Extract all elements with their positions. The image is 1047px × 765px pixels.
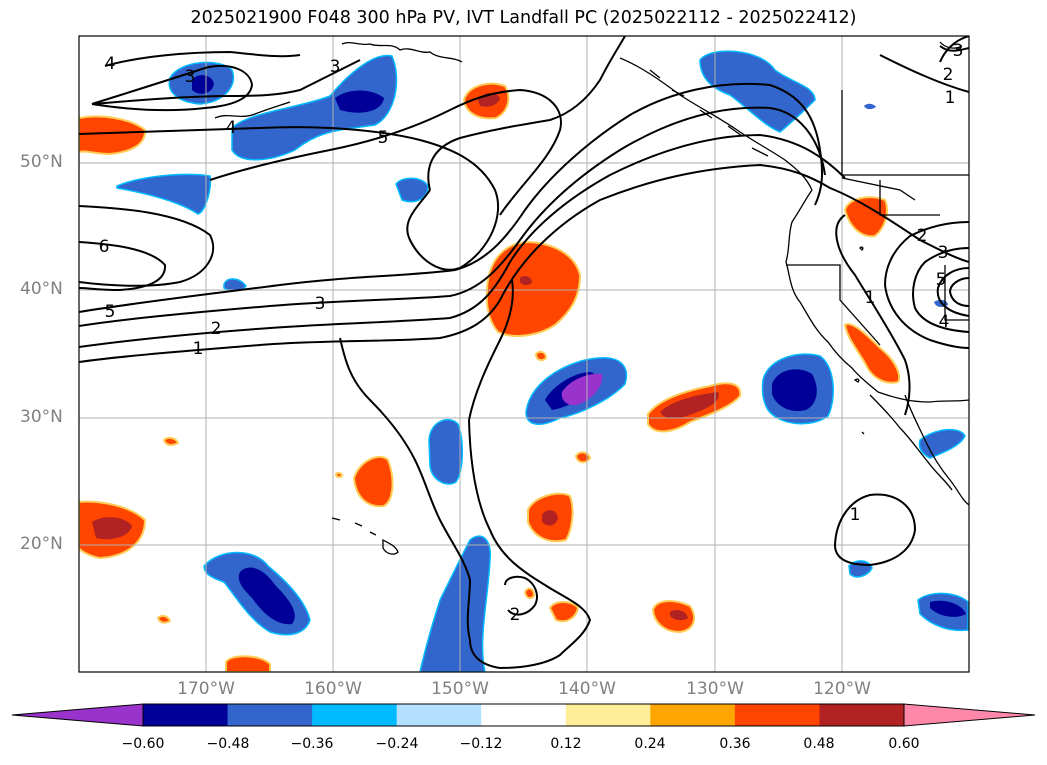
contour-label: 5 <box>105 302 116 322</box>
contour-label: 3 <box>953 41 964 61</box>
lon-label-130w: 130°W <box>686 679 744 699</box>
contour-label: 1 <box>850 505 861 525</box>
colorbar-cell <box>481 704 567 726</box>
contour-label: 2 <box>917 226 928 246</box>
lon-label-150w: 150°W <box>431 679 489 699</box>
contour-label: 1 <box>865 288 876 308</box>
map-title: 2025021900 F048 300 hPa PV, IVT Landfall… <box>190 8 857 28</box>
contour-label: 6 <box>99 237 110 257</box>
contour-label: 3 <box>938 243 949 263</box>
colorbar-tick: −0.36 <box>290 736 334 752</box>
lon-label-160w: 160°W <box>304 679 362 699</box>
contour-label: 3 <box>315 294 326 314</box>
colorbar-cell <box>819 704 905 726</box>
pv-contours <box>79 36 969 670</box>
colorbar <box>11 703 1036 727</box>
lat-label-20n: 20°N <box>20 534 63 554</box>
map-frame <box>78 35 970 673</box>
colorbar-cell <box>143 704 229 726</box>
colorbar-tick: 0.36 <box>719 736 751 752</box>
colorbar-tick: 0.48 <box>803 736 835 752</box>
lat-label-50n: 50°N <box>20 152 63 172</box>
contour-label: 3 <box>330 57 341 77</box>
lon-label-120w: 120°W <box>813 679 871 699</box>
contour-label: 4 <box>939 312 950 332</box>
colorbar-tick: −0.60 <box>121 736 165 752</box>
colorbar-extend-low <box>11 703 144 727</box>
colorbar-cell <box>650 704 736 726</box>
contour-labels: 4 3 4 3 5 6 5 3 2 1 2 1 3 2 3 5 4 1 1 2 <box>99 41 964 625</box>
contour-label: 5 <box>378 128 389 148</box>
contour-label: 4 <box>226 118 237 138</box>
lon-label-170w: 170°W <box>177 679 235 699</box>
contour-label: 1 <box>945 88 956 108</box>
contour-label: 2 <box>211 319 222 339</box>
colorbar-cell <box>734 704 820 726</box>
colorbar-tick: 0.24 <box>634 736 666 752</box>
contour-label: 2 <box>943 65 954 85</box>
colorbar-tick: 0.12 <box>550 736 582 752</box>
colorbar-cell <box>565 704 651 726</box>
colorbar-tick: −0.12 <box>459 736 503 752</box>
contour-label: 2 <box>510 605 521 625</box>
colorbar-tick: −0.24 <box>375 736 419 752</box>
lat-label-30n: 30°N <box>20 407 63 427</box>
contour-label: 1 <box>193 339 204 359</box>
contour-label: 3 <box>185 67 196 87</box>
colorbar-cell <box>227 704 313 726</box>
lon-label-140w: 140°W <box>558 679 616 699</box>
pv-negative-anomalies <box>116 50 969 672</box>
colorbar-tick: 0.60 <box>888 736 920 752</box>
lat-label-40n: 40°N <box>20 279 63 299</box>
colorbar-cell <box>312 704 398 726</box>
contour-label: 4 <box>105 54 116 74</box>
contour-label: 5 <box>936 270 947 290</box>
colorbar-tick: −0.48 <box>206 736 250 752</box>
colorbar-extend-high <box>903 703 1036 727</box>
graticule <box>79 36 969 672</box>
colorbar-cell <box>396 704 482 726</box>
